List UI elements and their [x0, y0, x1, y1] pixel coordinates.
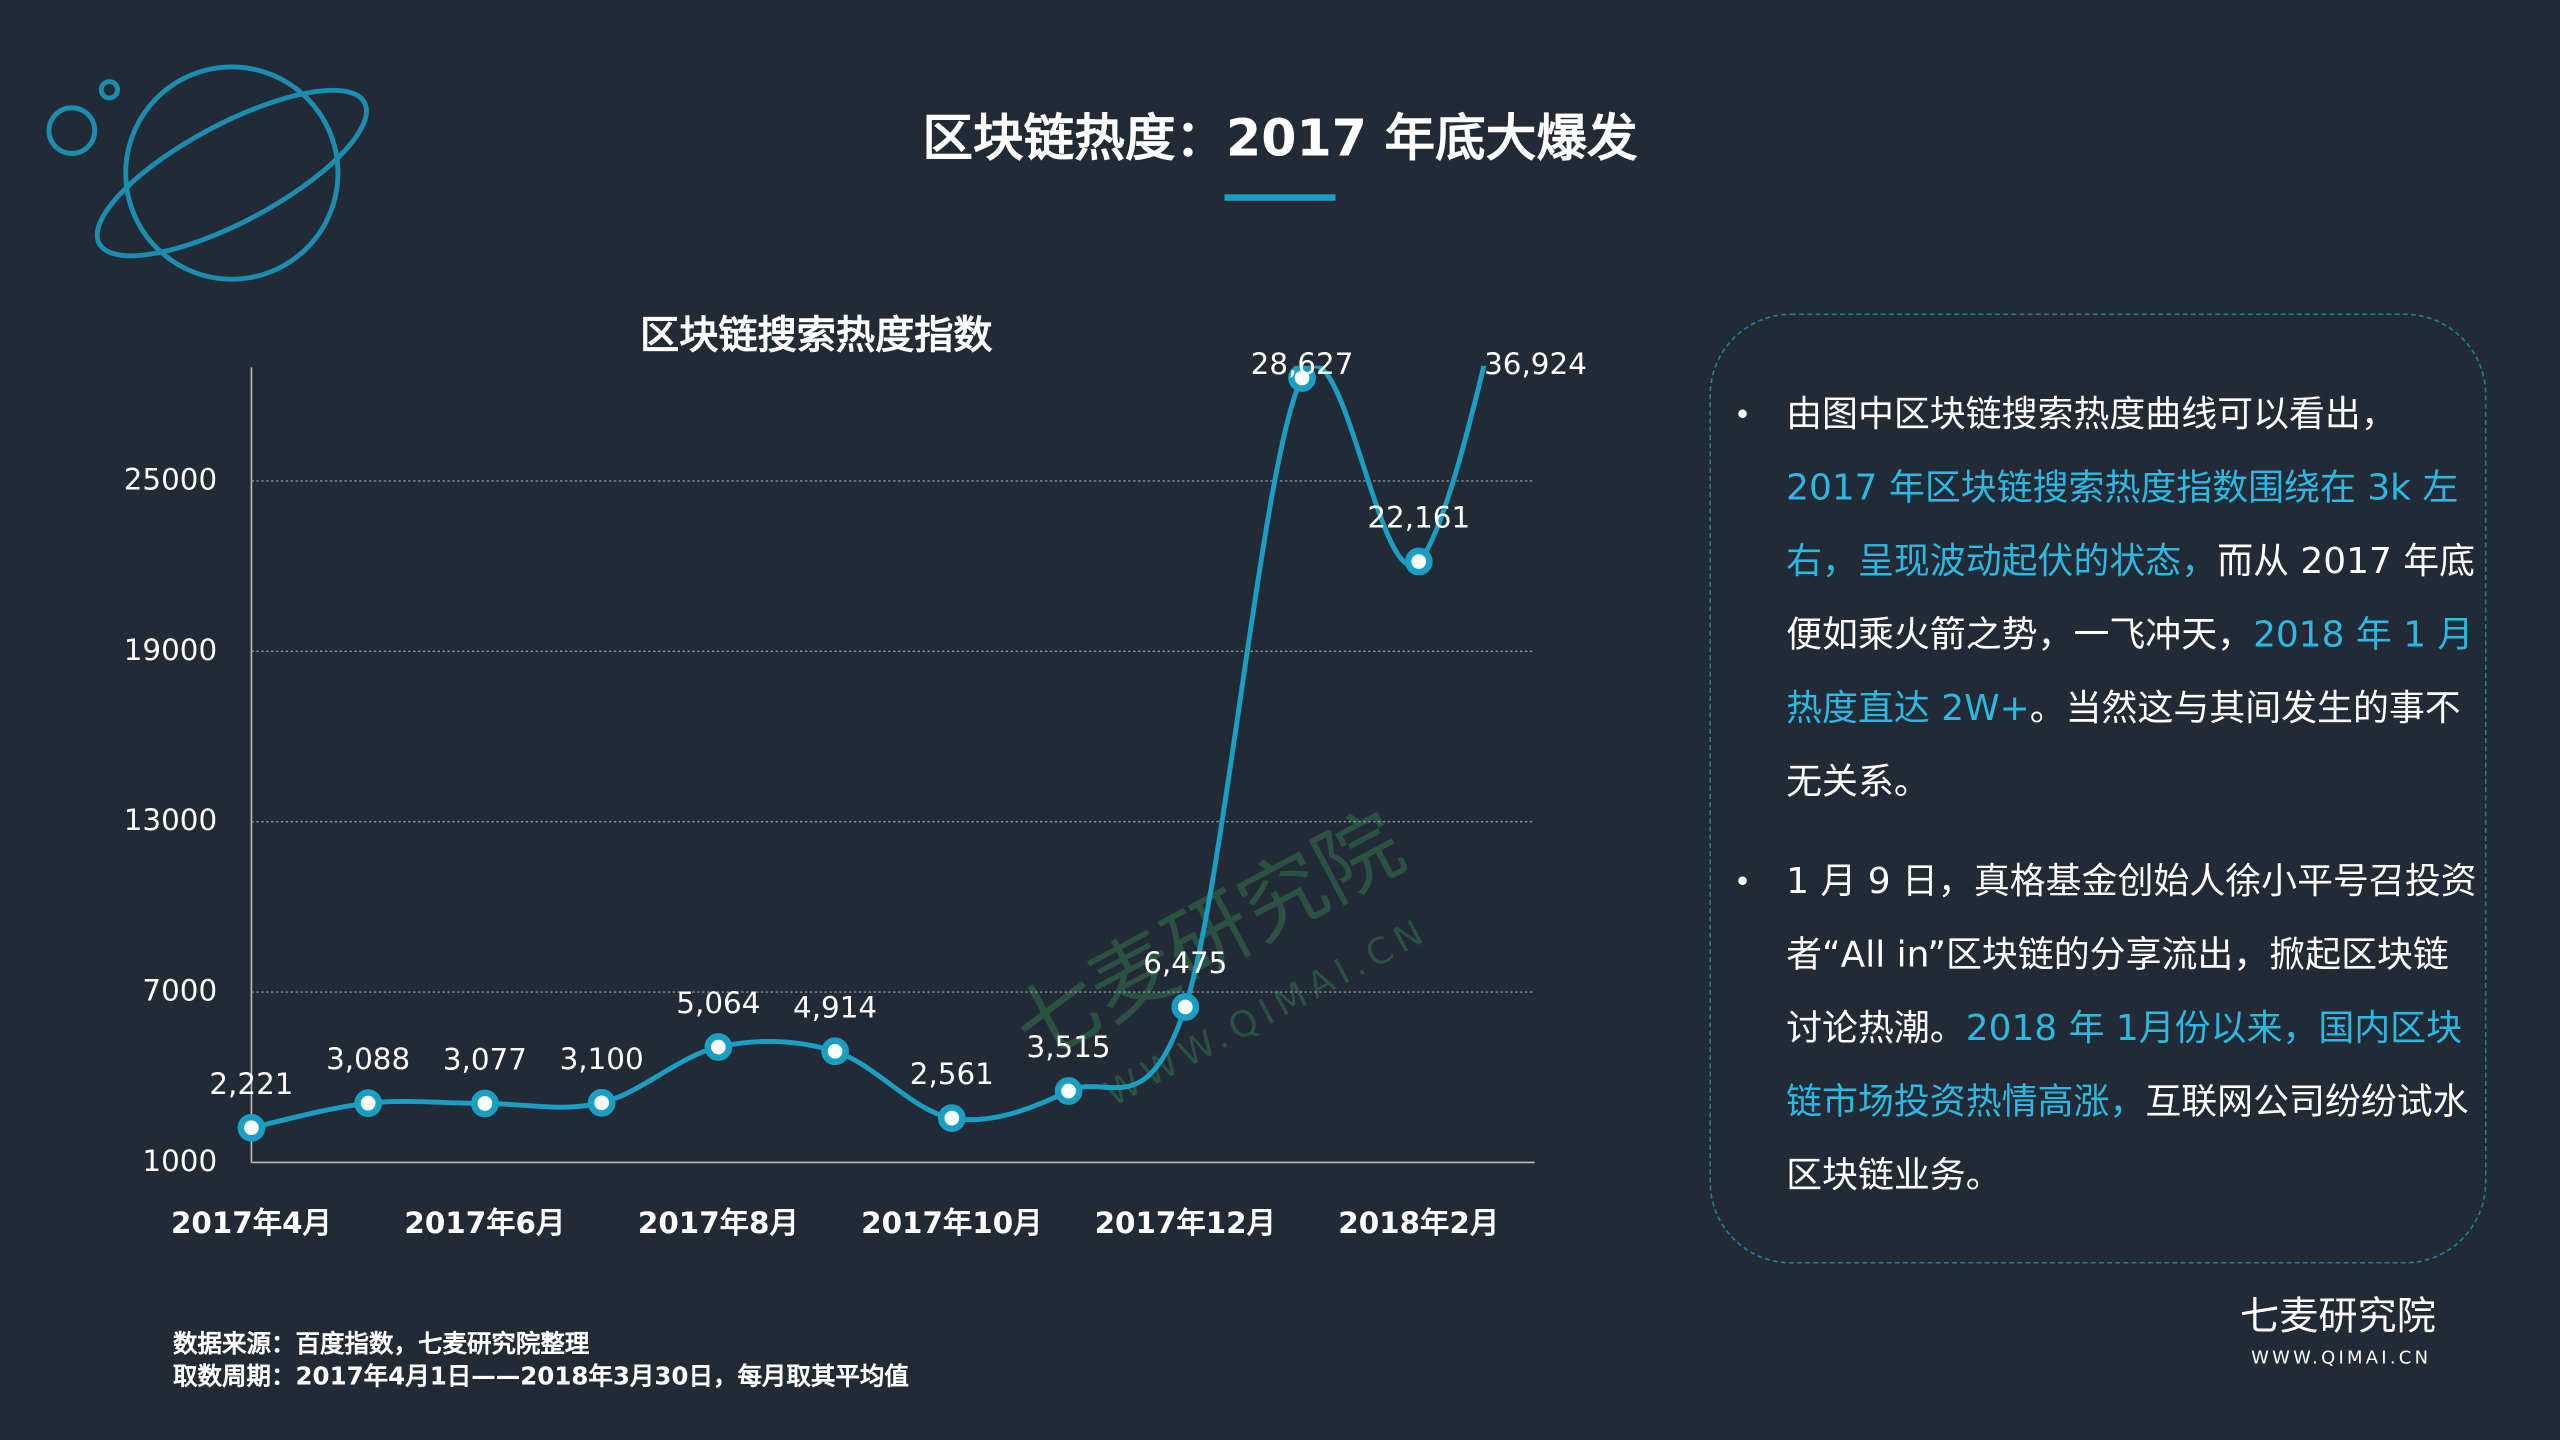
period-note: 取数周期：2017年4月1日——2018年3月30日，每月取其平均值 [173, 1361, 909, 1392]
y-tick-label: 25000 [124, 462, 217, 496]
highlight-text: 2018 年 1月份以来，国内区块链市场投资热情高涨， [1786, 1008, 2463, 1124]
data-label: 3,088 [326, 1042, 410, 1076]
highlight-text: 2018 年 1 月热度直达 2W+ [1786, 615, 2474, 730]
data-label: 6,475 [1143, 946, 1227, 980]
y-tick-label: 7000 [142, 974, 217, 1008]
note-item: 由图中区块链搜索热度曲线可以看出， 2017 年区块链搜索热度指数围绕在 3k 左… [1734, 379, 2482, 820]
title-underline [1224, 194, 1336, 201]
x-tick-label: 2017年8月 [638, 1206, 799, 1240]
point-marker [821, 1037, 849, 1066]
point-marker [471, 1089, 499, 1118]
point-marker [354, 1089, 383, 1118]
point-marker [587, 1088, 616, 1117]
highlight-text: 2017 年区块链搜索热度指数围绕在 3k 左右，呈现波动起伏的状态， [1786, 468, 2459, 583]
note-text: 1 月 9 日，真格基金创始人徐小平号召投资者“All in”区块链的分享流出，… [1786, 862, 2477, 1050]
point-marker [1054, 1077, 1083, 1105]
x-tick-label: 2017年4月 [171, 1206, 332, 1240]
note-text: 互联网公司纷纷试水区块链业务。 [1786, 1082, 2469, 1197]
data-label: 3,515 [1027, 1030, 1111, 1064]
y-tick-label: 19000 [124, 633, 217, 667]
data-label: 2,221 [209, 1067, 293, 1101]
x-tick-label: 2017年12月 [1095, 1206, 1276, 1240]
point-marker [1288, 365, 1316, 392]
y-tick-label: 1000 [142, 1144, 217, 1178]
brand-name: 七麦研究院 [2240, 1295, 2436, 1340]
x-tick-label: 2017年6月 [404, 1206, 565, 1240]
note-text: 而从 2017 年底便如乘火箭之势，一飞冲天， [1786, 542, 2476, 657]
data-label: 3,077 [443, 1043, 527, 1077]
point-marker [937, 1104, 966, 1132]
data-label: 28,627 [1251, 347, 1354, 381]
note-item: 1 月 9 日，真格基金创始人徐小平号召投资者“All in”区块链的分享流出，… [1734, 846, 2482, 1213]
note-text: 由图中区块链搜索热度曲线可以看出， [1786, 395, 2397, 436]
notes-panel [1709, 313, 2487, 1264]
point-marker [237, 1113, 266, 1142]
chart-title: 区块链搜索热度指数 [640, 313, 993, 358]
plot-area [237, 365, 1487, 1142]
note-text: 。当然这与其间发生的事不无关系。 [1786, 688, 2461, 804]
data-label: 36,924 [1484, 347, 1587, 381]
notes-list: 由图中区块链搜索热度曲线可以看出， 2017 年区块链搜索热度指数围绕在 3k 左… [1734, 379, 2482, 1239]
planet-decoration [46, 64, 369, 282]
y-tick-label: 13000 [124, 803, 217, 837]
page-title: 区块链热度：2017 年底大爆发 [922, 109, 1638, 168]
data-label: 22,161 [1367, 501, 1470, 535]
point-marker [1404, 547, 1433, 576]
data-label: 5,064 [676, 986, 760, 1020]
data-label: 3,100 [560, 1042, 644, 1076]
data-label: 2,561 [910, 1057, 994, 1091]
source-note: 数据来源：百度指数，七麦研究院整理 [173, 1328, 590, 1359]
point-marker [704, 1033, 733, 1061]
brand-url: WWW.QIMAI.CN [2251, 1347, 2431, 1368]
x-tick-label: 2018年2月 [1338, 1206, 1499, 1240]
x-tick-label: 2017年10月 [861, 1206, 1042, 1240]
data-label: 4,914 [793, 990, 877, 1024]
point-marker [1171, 993, 1200, 1021]
